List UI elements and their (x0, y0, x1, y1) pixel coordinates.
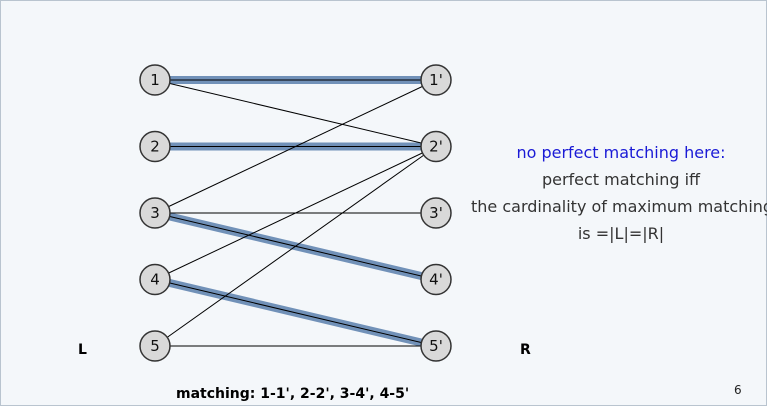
matching-caption: matching: 1-1', 2-2', 3-4', 4-5' (176, 386, 410, 402)
left-node-label-1: 1 (150, 71, 160, 89)
left-node-label-3: 3 (150, 204, 160, 222)
right-node-label-5p: 5' (429, 337, 443, 355)
right-node-2p (420, 130, 452, 163)
edge-3-1p (154, 79, 437, 214)
edge-4-5p (154, 279, 437, 347)
edge-4-2p (154, 146, 437, 280)
left-node-3 (139, 197, 171, 229)
right-node-3p (420, 197, 452, 229)
note-line-1: no perfect matching here: (516, 143, 726, 162)
right-set-label: R (520, 342, 531, 358)
right-node-label-1p: 1' (429, 71, 443, 89)
left-node-label-4: 4 (150, 271, 160, 289)
note-line-4: is =|L|=|R| (577, 224, 665, 243)
right-node-4p (420, 263, 452, 296)
left-node-1 (139, 64, 171, 96)
right-node-label-2p: 2' (429, 138, 443, 156)
right-node-5p (420, 330, 452, 362)
left-node-label-2: 2 (150, 138, 160, 156)
left-set-label: L (78, 342, 87, 358)
left-node-2 (139, 130, 171, 163)
note-line-2: perfect matching iff (541, 170, 701, 189)
left-node-5 (139, 330, 171, 362)
right-node-label-3p: 3' (429, 204, 443, 222)
right-node-1p (420, 64, 452, 96)
page-number: 6 (734, 383, 742, 397)
right-node-label-4p: 4' (429, 271, 443, 289)
left-node-4 (139, 263, 171, 296)
left-node-label-5: 5 (150, 337, 160, 355)
edge-1-2p (154, 79, 437, 147)
edge-5-2p (154, 146, 437, 347)
note-line-3: the cardinality of maximum matching (471, 197, 767, 216)
